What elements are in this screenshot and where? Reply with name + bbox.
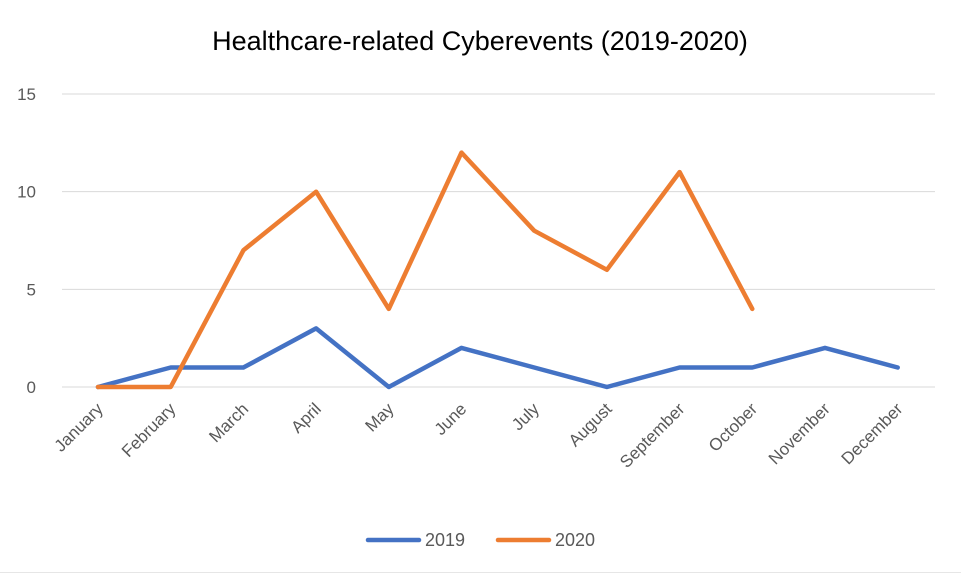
- legend-label-2019: 2019: [425, 530, 465, 550]
- x-tick-label: December: [838, 399, 907, 468]
- y-tick-label: 10: [17, 183, 36, 202]
- x-tick-label: August: [565, 399, 616, 450]
- series-lines: [95, 150, 900, 390]
- legend-label-2020: 2020: [555, 530, 595, 550]
- series-line-2020: [95, 150, 755, 390]
- x-tick-label: October: [705, 399, 761, 455]
- x-tick-label: November: [765, 399, 834, 468]
- x-tick-label: January: [51, 399, 108, 456]
- y-tick-label: 5: [27, 280, 36, 299]
- x-tick-label: September: [616, 399, 688, 471]
- x-tick-label: May: [361, 399, 397, 435]
- y-axis-tick-labels: 0 5 10 15: [17, 85, 36, 397]
- legend: 2019 2020: [365, 530, 595, 550]
- x-tick-label: July: [508, 399, 543, 434]
- x-tick-label: June: [431, 399, 471, 439]
- series-line-2019: [95, 326, 900, 390]
- y-tick-label: 15: [17, 85, 36, 104]
- x-tick-label: March: [205, 399, 252, 446]
- bottom-divider: [0, 572, 961, 573]
- chart-title: Healthcare-related Cyberevents (2019-202…: [212, 26, 748, 56]
- x-tick-label: April: [287, 399, 324, 436]
- x-axis-tick-labels: January February March April May June July Augu…: [51, 399, 907, 472]
- y-tick-label: 0: [27, 378, 36, 397]
- x-tick-label: February: [118, 399, 180, 461]
